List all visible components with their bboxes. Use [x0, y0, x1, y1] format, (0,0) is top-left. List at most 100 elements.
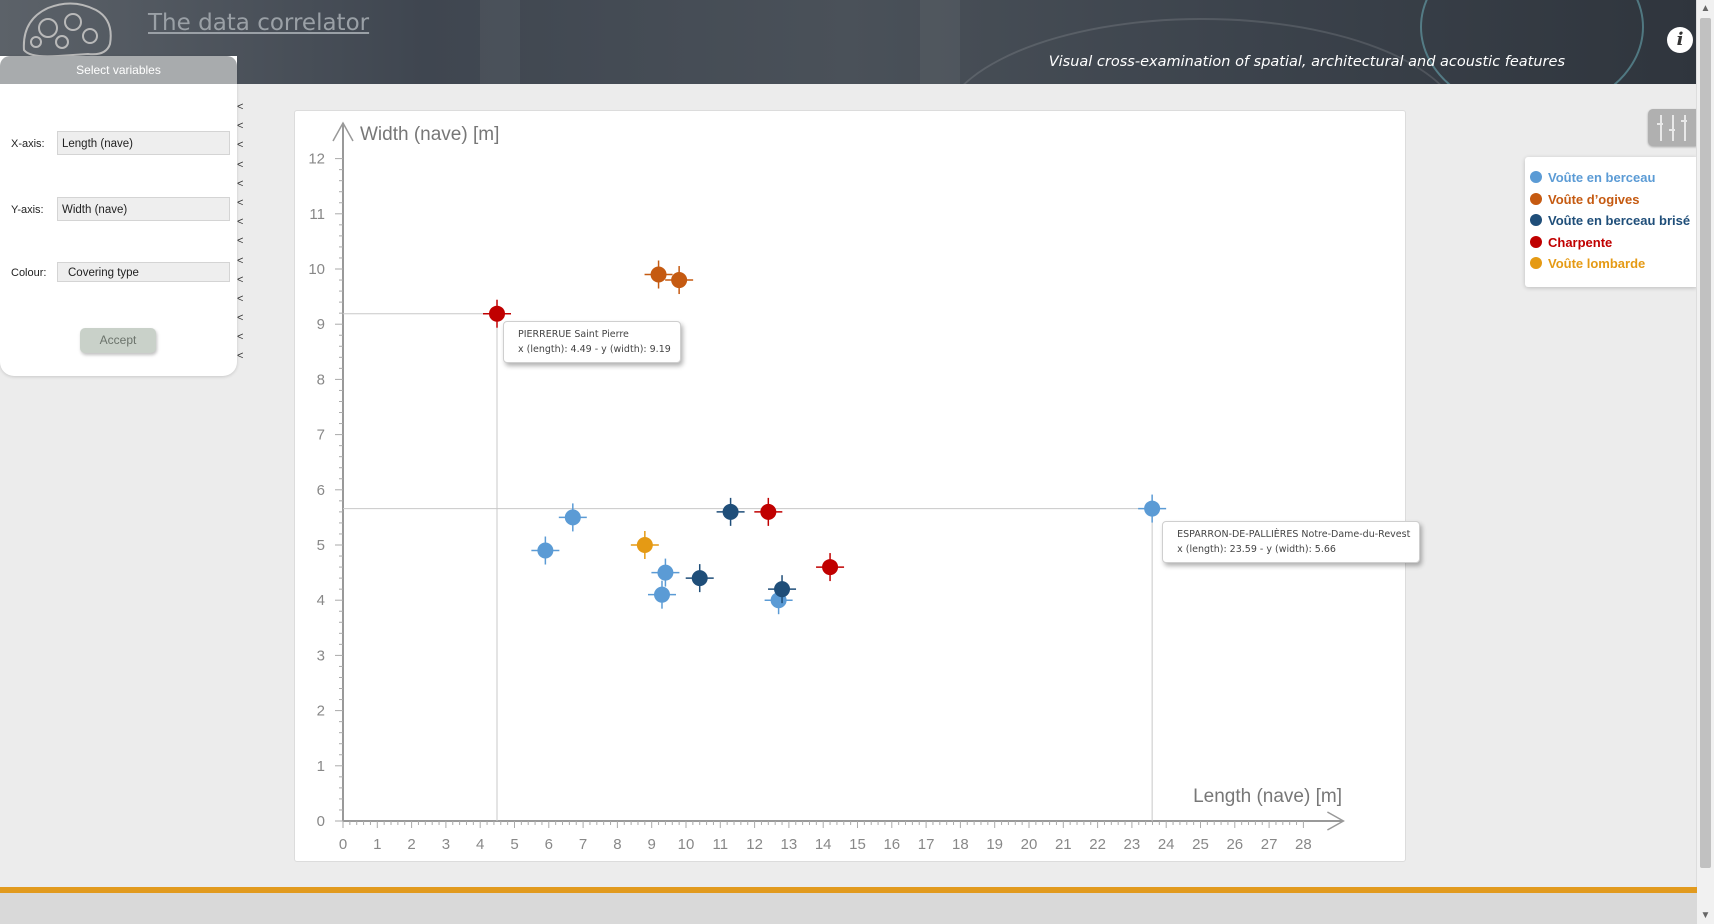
x-tick-label: 1: [373, 836, 381, 853]
x-tick-label: 19: [986, 836, 1003, 853]
collapse-arrow-icon[interactable]: <: [237, 273, 244, 286]
collapse-arrow-icon[interactable]: <: [237, 350, 244, 363]
data-point[interactable]: [653, 586, 670, 603]
collapse-arrow-icon[interactable]: <: [237, 254, 244, 267]
legend-dot-icon: [1530, 235, 1542, 248]
data-point[interactable]: [822, 559, 839, 576]
collapse-arrow-icon[interactable]: <: [237, 196, 244, 209]
data-point[interactable]: [657, 564, 674, 581]
colour-select[interactable]: Covering type: [57, 262, 230, 282]
colour-label: Colour:: [11, 267, 47, 279]
collapse-arrow-icon[interactable]: <: [237, 216, 244, 229]
x-tick-label: 21: [1055, 836, 1072, 853]
scroll-up-icon[interactable]: ▲: [1700, 3, 1711, 14]
x-axis-label: X-axis:: [11, 138, 45, 150]
footer: [0, 893, 1697, 924]
x-tick-label: 22: [1089, 836, 1106, 853]
x-tick-label: 0: [339, 836, 347, 853]
x-axis-label: Length (nave) [m]: [1193, 786, 1342, 807]
data-point[interactable]: [636, 537, 653, 553]
collapse-arrow-icon[interactable]: <: [237, 158, 244, 171]
legend-dot-icon: [1530, 171, 1542, 183]
x-tick-label: 18: [952, 836, 969, 853]
y-axis-select[interactable]: Width (nave): [57, 197, 230, 221]
chart-legend: Voûte en berceau Voûte d’ogives Voûte en b…: [1525, 157, 1697, 287]
x-tick-label: 3: [442, 836, 450, 853]
legend-item[interactable]: Voûte d’ogives: [1530, 190, 1640, 210]
legend-dot-icon: [1530, 192, 1542, 205]
collapse-arrow-icon[interactable]: <: [237, 312, 244, 325]
x-tick-label: 17: [918, 836, 935, 853]
collapse-arrow-icon[interactable]: <: [237, 139, 244, 152]
y-tick-label: 1: [317, 758, 325, 775]
chart-settings-button[interactable]: [1648, 109, 1697, 146]
chart-area: 0 1 2 3 4 5 6 7 8 9 10 11 12 13 14 15 16 17 18 19 20 21 22 23 24…: [294, 110, 1421, 862]
data-point[interactable]: [671, 272, 688, 289]
data-point[interactable]: [537, 542, 554, 559]
x-tick-label: 13: [781, 836, 798, 853]
data-point[interactable]: [489, 305, 506, 322]
x-tick-label: 16: [883, 836, 900, 853]
app-title[interactable]: The data correlator: [148, 10, 370, 36]
x-tick-label: 28: [1295, 836, 1312, 853]
legend-item[interactable]: Voûte lombarde: [1530, 254, 1645, 274]
x-tick-label: 12: [746, 836, 763, 853]
tooltip-values: x (length): 4.49 - y (width): 9.19: [518, 343, 671, 355]
data-point[interactable]: [774, 581, 791, 598]
x-tick-label: 6: [545, 836, 553, 853]
collapse-arrow-icon[interactable]: <: [237, 235, 244, 248]
tooltip-title: PIERRERUE Saint Pierre: [518, 328, 629, 340]
header-decoration: [1420, 0, 1644, 84]
y-axis-label: Y-axis:: [11, 204, 44, 216]
app-subtitle: Visual cross-examination of spatial, arc…: [1048, 54, 1565, 70]
legend-item[interactable]: Voûte en berceau brisé: [1530, 211, 1690, 231]
collapse-arrow-icon[interactable]: <: [237, 331, 244, 344]
x-tick-label: 15: [849, 836, 866, 853]
legend-item[interactable]: Voûte en berceau: [1530, 168, 1655, 188]
y-tick-label: 5: [317, 537, 325, 554]
y-tick-label: 6: [317, 482, 325, 499]
scroll-down-icon[interactable]: ▼: [1700, 910, 1711, 921]
data-point[interactable]: [1144, 500, 1161, 517]
point-tooltip: PIERRERUE Saint Pierre x (length): 4.49 -…: [503, 320, 681, 363]
y-tick-label: 8: [317, 371, 325, 388]
x-axis-arrow-icon: [1327, 811, 1345, 831]
y-tick-label: 3: [317, 647, 325, 664]
y-axis-arrow-icon: [332, 121, 354, 142]
panel-title[interactable]: Select variables: [0, 56, 237, 84]
x-tick-label: 14: [815, 836, 832, 853]
page-scrollbar[interactable]: ▲ ▼: [1696, 0, 1714, 924]
x-tick-label: 10: [678, 836, 695, 853]
scroll-thumb[interactable]: [1700, 18, 1711, 868]
point-tooltip: ESPARRON-DE-PALLIÈRES Notre-Dame-du-Reve…: [1162, 520, 1421, 563]
legend-label: Voûte en berceau brisé: [1548, 213, 1691, 228]
data-point[interactable]: [760, 503, 777, 520]
variables-panel: Select variables X-axis: Length (nave) Y…: [0, 56, 237, 376]
data-point[interactable]: [650, 266, 667, 283]
x-tick-label: 25: [1192, 836, 1209, 853]
x-tick-label: 11: [713, 836, 729, 853]
y-tick-label: 11: [309, 206, 325, 223]
x-tick-label: 24: [1158, 836, 1175, 853]
data-point[interactable]: [691, 570, 708, 587]
info-icon[interactable]: i: [1667, 27, 1693, 53]
legend-label: Voûte lombarde: [1548, 256, 1646, 271]
collapse-arrow-icon[interactable]: <: [237, 101, 244, 113]
collapse-arrow-icon[interactable]: <: [237, 177, 244, 190]
x-tick-label: 4: [476, 836, 484, 853]
legend-item[interactable]: Charpente: [1530, 233, 1612, 253]
x-tick-label: 20: [1021, 836, 1038, 853]
data-point[interactable]: [722, 503, 739, 520]
y-axis-label: Width (nave) [m]: [360, 124, 499, 145]
panel-collapse-handle[interactable]: < < < < < < < < < < < < < <: [237, 98, 247, 378]
accept-button[interactable]: Accept: [80, 328, 156, 353]
collapse-arrow-icon[interactable]: <: [237, 292, 244, 305]
tooltip-values: x (length): 23.59 - y (width): 5.66: [1177, 543, 1336, 555]
header-decoration: [480, 0, 520, 84]
legend-label: Charpente: [1548, 234, 1613, 250]
legend-dot-icon: [1530, 214, 1542, 226]
data-point[interactable]: [564, 509, 581, 526]
collapse-arrow-icon[interactable]: <: [237, 120, 244, 133]
x-tick-label: 9: [648, 836, 656, 853]
x-axis-select[interactable]: Length (nave): [57, 131, 230, 155]
